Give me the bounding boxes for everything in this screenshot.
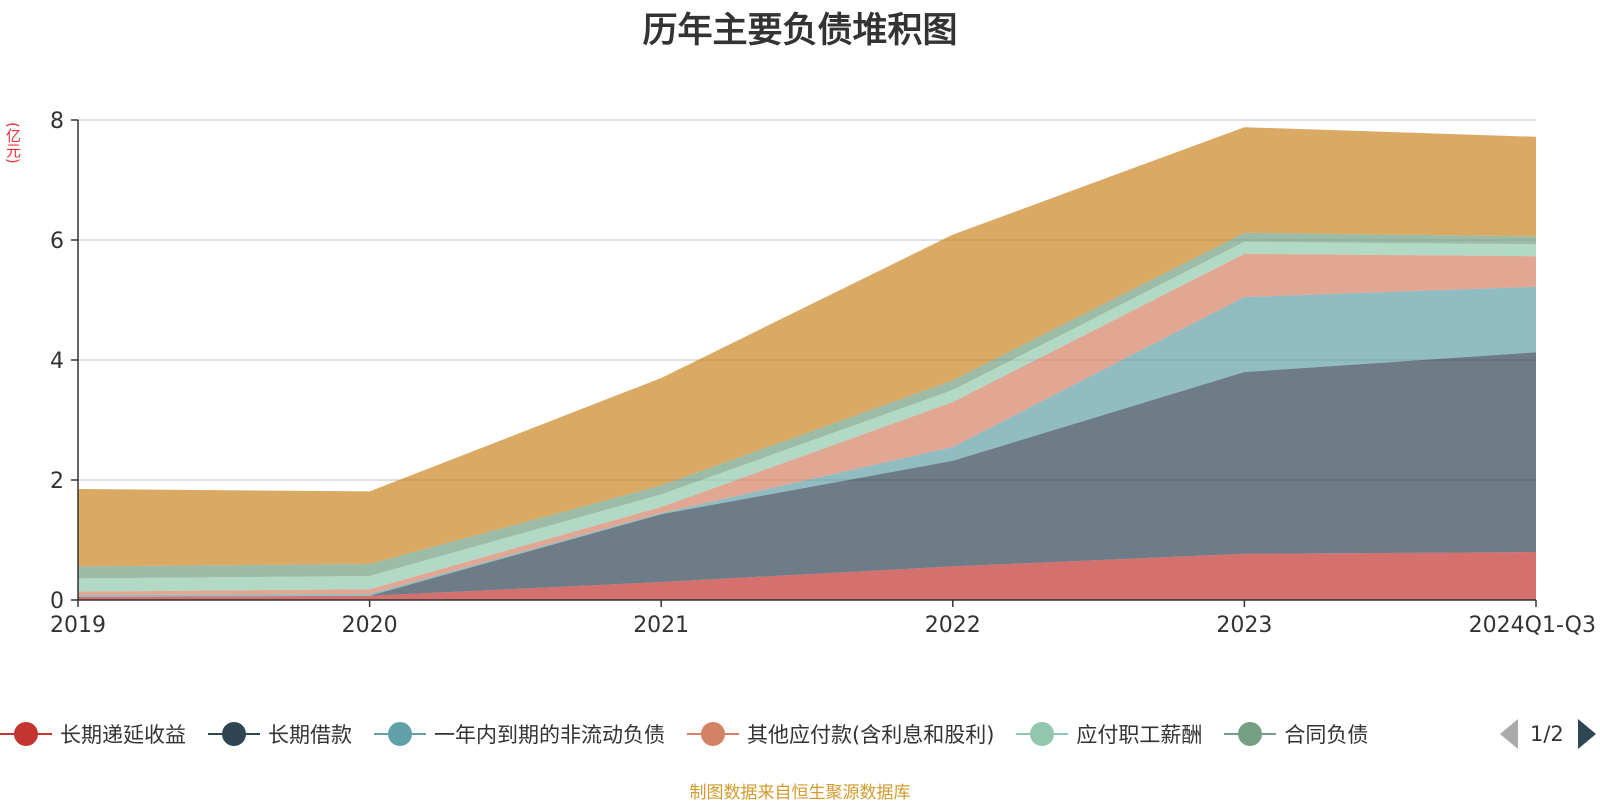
area-series-3[interactable] (78, 286, 1536, 597)
legend-page-indicator: 1/2 (1530, 722, 1564, 746)
legend-item[interactable]: 合同负债 (1224, 719, 1368, 749)
legend-item[interactable]: 其他应付款(含利息和股利) (687, 719, 994, 749)
legend-marker-icon (208, 721, 260, 747)
area-series-7[interactable] (78, 127, 1536, 567)
legend-item[interactable]: 应付职工薪酬 (1016, 719, 1202, 749)
area-series (78, 127, 1536, 600)
legend: 长期递延收益 长期借款 一年内到期的非流动负债 其他应付款(含利息和股利) 应付职工薪酬… (0, 716, 1600, 752)
stacked-area-chart: 0 2 4 6 8 2019 2020 2021 2022 2023 2024Q1-Q3 (50, 109, 1596, 638)
legend-marker-icon (374, 721, 426, 747)
y-tick-label: 8 (50, 109, 64, 134)
axes: 0 2 4 6 8 2019 2020 2021 2022 2023 2024Q1-Q3 (50, 109, 1596, 638)
legend-label: 合同负债 (1284, 723, 1369, 747)
chart-title: 历年主要负债堆积图 (642, 11, 958, 51)
x-tick-label: 2022 (925, 613, 981, 638)
x-tick-label: 2021 (633, 613, 689, 638)
legend-label: 其他应付款(含利息和股利) (747, 723, 995, 747)
y-tick-label: 4 (50, 349, 64, 374)
x-tick-label: 2019 (50, 613, 106, 638)
legend-marker-icon (687, 721, 739, 747)
legend-marker-icon (0, 721, 52, 747)
x-tick-label: 2024Q1-Q3 (1469, 613, 1596, 638)
y-axis-unit-label: (亿元) (4, 122, 22, 164)
y-tick-label: 6 (50, 229, 64, 254)
legend-label: 应付职工薪酬 (1076, 723, 1203, 747)
y-tick-label: 0 (50, 589, 64, 614)
triangle-left-icon[interactable] (1500, 719, 1518, 749)
legend-item[interactable]: 一年内到期的非流动负债 (374, 719, 665, 749)
legend-marker-icon (1016, 721, 1069, 747)
area-series-4[interactable] (78, 253, 1536, 596)
legend-item[interactable]: 长期借款 (208, 719, 352, 749)
x-tick-label: 2023 (1216, 613, 1272, 638)
y-tick-label: 2 (50, 469, 64, 494)
legend-label: 一年内到期的非流动负债 (434, 723, 665, 747)
legend-item[interactable]: 长期递延收益 (0, 719, 186, 749)
legend-marker-icon (1224, 721, 1277, 747)
triangle-right-icon[interactable] (1577, 719, 1596, 749)
data-source-note: 制图数据来自恒生聚源数据库 (689, 783, 911, 803)
legend-pager: 1/2 (1500, 716, 1600, 752)
area-series-2[interactable] (78, 352, 1536, 597)
legend-label: 长期借款 (268, 723, 352, 747)
x-tick-label: 2020 (342, 613, 398, 638)
legend-label: 长期递延收益 (60, 723, 186, 747)
area-series-1[interactable] (78, 552, 1536, 600)
